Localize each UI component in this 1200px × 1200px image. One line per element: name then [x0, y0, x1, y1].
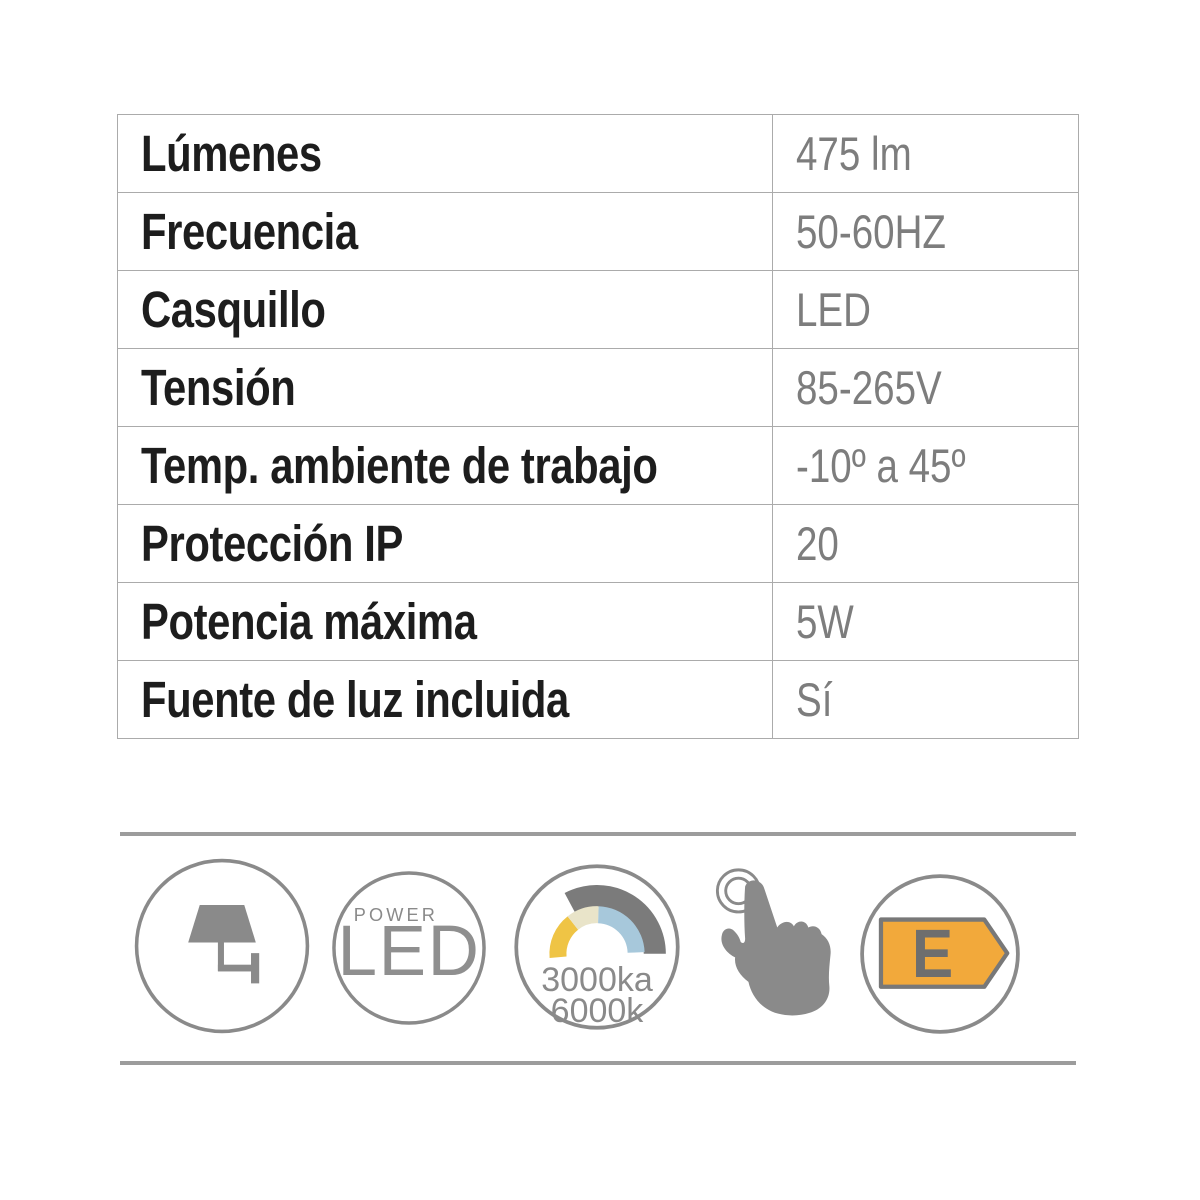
spec-value: -10º a 45º — [772, 426, 1079, 505]
table-row: Temp. ambiente de trabajo -10º a 45º — [117, 426, 1079, 505]
divider-bottom — [120, 1061, 1076, 1065]
table-row: Protección IP 20 — [117, 504, 1079, 583]
spec-table: Lúmenes 475 lm Frecuencia 50-60HZ Casqui… — [117, 114, 1079, 739]
color-temp-line2: 6000k — [551, 992, 645, 1030]
touch-gesture-icon — [703, 862, 836, 1044]
spec-value: Sí — [772, 660, 1079, 739]
spec-value: 85-265V — [772, 348, 1079, 427]
energy-rating-letter: E — [912, 915, 953, 992]
table-row: Tensión 85-265V — [117, 348, 1079, 427]
color-temp-line1: 3000ka — [541, 961, 653, 999]
spec-value: 20 — [772, 504, 1079, 583]
spec-label: Protección IP — [117, 504, 773, 583]
energy-label-icon: E — [858, 872, 1022, 1036]
divider-top — [120, 832, 1076, 836]
power-led-main-label: LED — [337, 912, 480, 991]
spec-label: Potencia máxima — [117, 582, 773, 661]
spec-label: Lúmenes — [117, 114, 773, 193]
spec-label: Casquillo — [117, 270, 773, 349]
spec-label: Tensión — [117, 348, 773, 427]
table-row: Fuente de luz incluida Sí — [117, 660, 1079, 739]
power-led-top-label: POWER — [354, 905, 438, 925]
spec-table-body: Lúmenes 475 lm Frecuencia 50-60HZ Casqui… — [117, 114, 1079, 739]
spec-value: 475 lm — [772, 114, 1079, 193]
color-temperature-gauge-icon: 3000ka 6000k — [512, 862, 682, 1032]
table-row: Lúmenes 475 lm — [117, 114, 1079, 193]
spec-label: Fuente de luz incluida — [117, 660, 773, 739]
spec-label: Frecuencia — [117, 192, 773, 271]
table-row: Potencia máxima 5W — [117, 582, 1079, 661]
table-row: Frecuencia 50-60HZ — [117, 192, 1079, 271]
spec-label: Temp. ambiente de trabajo — [117, 426, 773, 505]
spec-value: LED — [772, 270, 1079, 349]
wall-lamp-icon — [133, 857, 311, 1035]
table-row: Casquillo LED — [117, 270, 1079, 349]
power-led-icon: POWER LED — [330, 869, 488, 1027]
spec-value: 50-60HZ — [772, 192, 1079, 271]
spec-value: 5W — [772, 582, 1079, 661]
